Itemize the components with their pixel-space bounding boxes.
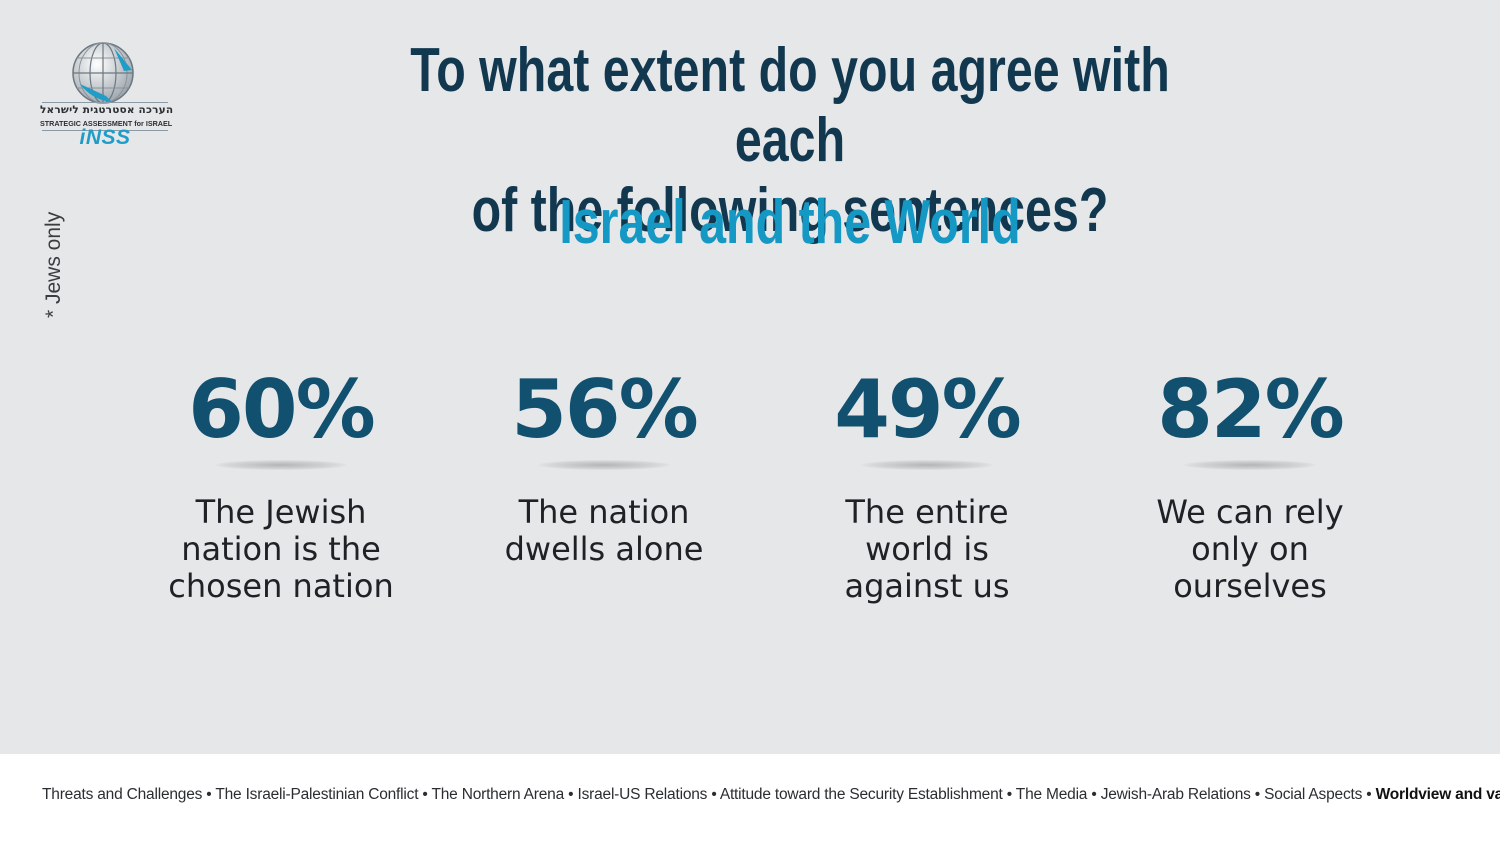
stat-label: We can rely only on ourselves [1100, 494, 1400, 605]
stat-label-line: chosen nation [168, 567, 394, 605]
page-subtitle: Israel and the World [559, 188, 1021, 257]
side-note: * Jews only [42, 211, 65, 318]
footer-nav-item[interactable]: Israel-US Relations [577, 786, 708, 803]
stat-label-line: nation is the [181, 530, 381, 568]
footer-separator: • [1362, 786, 1376, 803]
footer-separator: • [1250, 786, 1265, 803]
stat-label: The entire world is against us [777, 494, 1077, 605]
stat-shadow [215, 460, 347, 470]
stat-value: 49% [834, 363, 1021, 456]
footer-nav-item[interactable]: Threats and Challenges [42, 786, 203, 803]
footer-nav-item[interactable]: Attitude toward the Security Establishme… [719, 786, 1003, 803]
footer-separator: • [1087, 786, 1101, 803]
stat-value: 60% [188, 363, 375, 456]
stat-label-line: against us [844, 567, 1010, 605]
stat-card-1: 60% The Jewish nation is the chosen nati… [131, 362, 431, 605]
title-line-2: of the following sentences? [471, 176, 1109, 245]
stat-shadow [538, 460, 670, 470]
footer-nav-item-active[interactable]: Worldview and values [1375, 786, 1500, 803]
footer-nav-item[interactable]: The Israeli-Palestinian Conflict [215, 786, 419, 803]
title-line-1: To what extent do you agree with each [410, 36, 1170, 175]
footer-separator: • [418, 786, 432, 803]
stat-value: 56% [511, 363, 698, 456]
stat-label-line: The Jewish [195, 493, 367, 531]
logo-divider-2 [42, 130, 168, 131]
logo-english-text: STRATEGIC ASSESSMENT for ISRAEL [40, 119, 173, 128]
footer-nav-item[interactable]: The Media [1015, 786, 1088, 803]
stat-label-line: ourselves [1173, 567, 1327, 605]
footer-nav-item[interactable]: The Northern Arena [431, 786, 565, 803]
stat-label: The Jewish nation is the chosen nation [131, 494, 431, 605]
stat-label-line: The nation [518, 493, 690, 531]
stat-shadow [1184, 460, 1316, 470]
footer-separator: • [202, 786, 216, 803]
slide: הערכה אסטרטגית לישראל STRATEGIC ASSESSME… [40, 36, 1400, 605]
stat-value: 82% [1157, 363, 1344, 456]
page-title: To what extent do you agree with each of… [361, 36, 1219, 246]
stat-label-line: We can rely [1156, 493, 1344, 531]
stat-label-line: world is [865, 530, 989, 568]
stat-label: The nation dwells alone [454, 494, 754, 568]
stat-card-3: 49% The entire world is against us [777, 362, 1077, 605]
stat-label-line: only on [1191, 530, 1309, 568]
footer: Threats and Challenges • The Israeli-Pal… [0, 754, 1500, 844]
stat-card-4: 82% We can rely only on ourselves [1100, 362, 1400, 605]
stat-label-line: dwells alone [504, 530, 704, 568]
stat-card-2: 56% The nation dwells alone [454, 362, 754, 568]
footer-separator: • [564, 786, 578, 803]
footer-nav-item[interactable]: Jewish-Arab Relations [1100, 786, 1251, 803]
footer-separator: • [1002, 786, 1016, 803]
footer-nav-item[interactable]: Social Aspects [1264, 786, 1363, 803]
logo-divider [42, 102, 168, 103]
stat-label-line: The entire [845, 493, 1009, 531]
globe-icon [72, 42, 134, 104]
logo-hebrew-text: הערכה אסטרטגית לישראל [40, 104, 174, 116]
footer-nav: Threats and Challenges • The Israeli-Pal… [42, 786, 1500, 804]
inss-logo: הערכה אסטרטגית לישראל STRATEGIC ASSESSME… [40, 38, 174, 156]
stat-shadow [861, 460, 993, 470]
footer-separator: • [707, 786, 720, 803]
logo-brand: iNSS [79, 126, 131, 149]
